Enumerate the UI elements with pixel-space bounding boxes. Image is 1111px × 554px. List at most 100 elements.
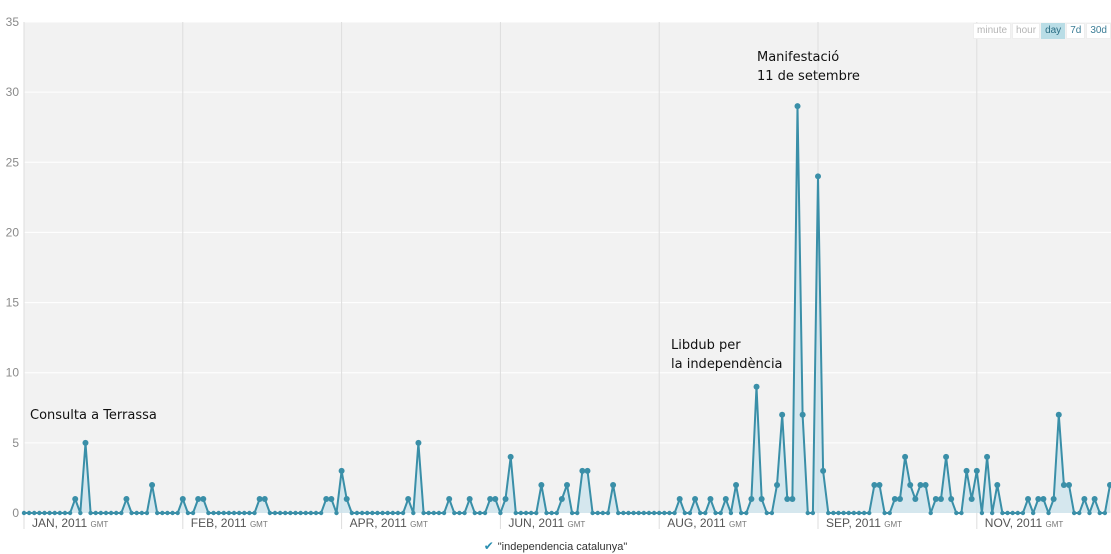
range-button-minute[interactable]: minute xyxy=(973,23,1012,39)
range-button-day[interactable]: day xyxy=(1041,23,1066,39)
data-point xyxy=(1025,495,1032,502)
data-point xyxy=(498,510,503,516)
data-point xyxy=(359,510,365,516)
data-point xyxy=(912,495,919,502)
data-point xyxy=(21,510,27,516)
data-point xyxy=(1097,510,1102,516)
y-tick-label: 5 xyxy=(12,436,19,450)
data-point xyxy=(538,481,545,488)
range-button-30d[interactable]: 30d xyxy=(1086,23,1111,39)
data-point xyxy=(753,383,760,390)
data-point xyxy=(534,510,539,516)
y-tick-label: 20 xyxy=(6,225,20,239)
data-point xyxy=(846,510,851,516)
data-point xyxy=(1055,411,1062,418)
data-point xyxy=(513,510,518,516)
data-point xyxy=(431,510,437,516)
data-point xyxy=(242,510,247,516)
data-point xyxy=(1071,510,1077,516)
data-point xyxy=(528,510,534,516)
data-point xyxy=(421,510,426,516)
legend-label: "independencia catalunya" xyxy=(497,541,628,553)
data-point xyxy=(518,510,524,516)
data-point xyxy=(37,510,42,516)
data-point xyxy=(57,510,63,516)
data-point xyxy=(697,510,703,516)
data-point xyxy=(343,495,350,502)
data-point xyxy=(98,510,104,516)
data-point xyxy=(1107,481,1111,488)
data-point xyxy=(93,510,98,516)
y-tick-label: 0 xyxy=(12,506,19,520)
data-point xyxy=(616,510,621,516)
data-point xyxy=(943,453,950,460)
legend[interactable]: ✔ "independencia catalunya" xyxy=(0,539,1111,553)
data-point xyxy=(370,510,375,516)
y-tick-label: 15 xyxy=(6,296,20,310)
annotation-text: 11 de setembre xyxy=(757,69,860,84)
data-point xyxy=(595,510,600,516)
data-point xyxy=(134,510,139,516)
x-tick-label: AUG, 2011 GMT xyxy=(667,516,747,530)
data-point xyxy=(667,510,672,516)
data-point xyxy=(1077,510,1082,516)
data-point xyxy=(994,481,1001,488)
data-point xyxy=(718,510,723,516)
data-point xyxy=(764,510,769,516)
data-point xyxy=(338,467,345,474)
data-point xyxy=(748,495,755,502)
data-point xyxy=(375,510,380,516)
data-point xyxy=(896,495,903,502)
data-point xyxy=(836,510,841,516)
data-point xyxy=(231,510,237,516)
range-button-hour[interactable]: hour xyxy=(1012,23,1041,39)
data-point xyxy=(1050,495,1057,502)
data-point xyxy=(733,481,740,488)
data-point xyxy=(477,510,483,516)
data-point xyxy=(267,510,273,516)
data-point xyxy=(968,495,975,502)
data-point xyxy=(1081,495,1088,502)
data-point xyxy=(575,510,580,516)
data-point xyxy=(871,481,878,488)
data-point xyxy=(600,510,606,516)
data-point xyxy=(154,510,160,516)
data-point xyxy=(932,495,939,502)
data-point xyxy=(641,510,647,516)
data-point xyxy=(277,510,283,516)
data-point xyxy=(293,510,298,516)
data-point xyxy=(682,510,688,516)
data-point xyxy=(815,173,822,180)
range-button-7d[interactable]: 7d xyxy=(1066,23,1086,39)
data-point xyxy=(728,510,734,516)
data-point xyxy=(354,510,360,516)
data-point xyxy=(891,495,898,502)
data-point xyxy=(211,510,216,516)
data-point xyxy=(256,495,263,502)
data-point xyxy=(405,495,412,502)
data-point xyxy=(738,510,744,516)
data-point xyxy=(558,495,565,502)
data-point xyxy=(963,467,970,474)
data-point xyxy=(794,103,801,110)
data-point xyxy=(226,510,232,516)
data-point xyxy=(1040,495,1047,502)
data-point xyxy=(42,510,47,516)
data-point xyxy=(185,510,191,516)
data-point xyxy=(472,510,477,516)
data-point xyxy=(590,510,595,516)
data-point xyxy=(831,510,836,516)
data-point xyxy=(313,510,319,516)
checkbox-icon[interactable]: ✔ xyxy=(483,539,494,553)
data-point xyxy=(52,510,57,516)
data-point xyxy=(175,510,180,516)
data-point xyxy=(190,510,196,516)
data-point xyxy=(672,510,677,516)
data-point xyxy=(1010,510,1015,516)
data-point xyxy=(47,510,52,516)
x-tick-label: JUN, 2011 GMT xyxy=(508,516,585,530)
data-point xyxy=(687,510,693,516)
x-tick-label: JAN, 2011 GMT xyxy=(32,516,108,530)
data-point xyxy=(564,481,570,488)
data-point xyxy=(856,510,862,516)
